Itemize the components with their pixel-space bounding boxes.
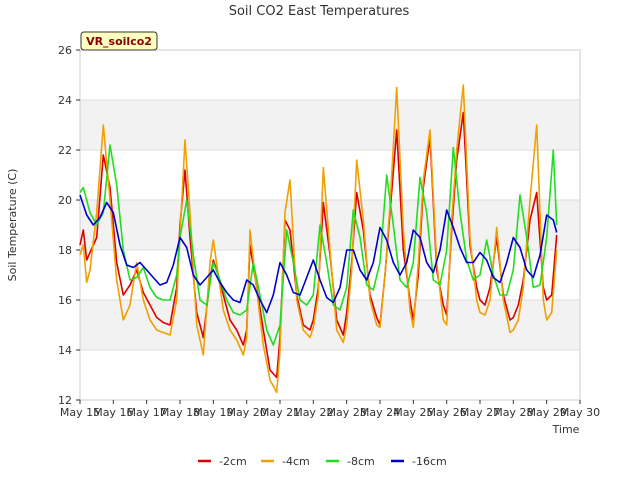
x-tick-label: May 25: [393, 406, 433, 419]
chart-title: Soil CO2 East Temperatures: [229, 4, 410, 19]
y-axis-label: Soil Temperature (C): [6, 169, 19, 282]
y-tick-label: 12: [58, 394, 72, 407]
series-layer: [79, 84, 558, 394]
legend-label: -16cm: [412, 455, 447, 468]
series-line-8cm: [79, 144, 558, 346]
y-tick-label: 14: [58, 344, 72, 357]
plot-band: [80, 350, 580, 400]
plot-band: [80, 100, 580, 150]
x-tick-label: May 17: [127, 406, 167, 419]
y-tick-label: 16: [58, 294, 72, 307]
plot-band: [80, 150, 580, 200]
x-tick-label: May 30: [560, 406, 600, 419]
x-tick-label: May 15: [60, 406, 100, 419]
plot-band: [80, 300, 580, 350]
legend-label: -4cm: [282, 455, 310, 468]
x-tick-label: May 18: [160, 406, 200, 419]
y-tick-label: 18: [58, 244, 72, 257]
legend: -2cm -4cm -8cm -16cm: [198, 455, 447, 468]
site-badge: VR_soilco2: [80, 31, 158, 51]
site-badge-box: [80, 31, 158, 51]
x-tick-label: May 22: [293, 406, 333, 419]
legend-label: -2cm: [219, 455, 247, 468]
y-tick-label: 20: [58, 194, 72, 207]
y-tick-label: 22: [58, 144, 72, 157]
x-tick-label: May 23: [327, 406, 367, 419]
x-axis-label: Time: [552, 423, 580, 436]
x-tick-label: May 29: [527, 406, 567, 419]
x-tick-label: May 20: [227, 406, 267, 419]
x-tick-label: May 24: [360, 406, 400, 419]
y-tick-label: 24: [58, 94, 72, 107]
x-tick-label: May 27: [460, 406, 500, 419]
x-tick-label: May 26: [427, 406, 467, 419]
series-line-16cm: [79, 194, 558, 314]
x-tick-label: May 28: [493, 406, 533, 419]
y-tick-label: 26: [58, 44, 72, 57]
site-badge-label: VR_soilco2: [86, 35, 152, 48]
y-axis-ticks: 12 14 16 18 20 22 24 26: [58, 44, 80, 407]
x-tick-label: May 16: [93, 406, 133, 419]
plot-background-bands: [80, 50, 580, 400]
x-tick-label: May 21: [260, 406, 300, 419]
legend-label: -8cm: [347, 455, 375, 468]
x-tick-label: May 19: [193, 406, 233, 419]
plot-band: [80, 50, 580, 100]
plot-area-border: [79, 49, 581, 401]
